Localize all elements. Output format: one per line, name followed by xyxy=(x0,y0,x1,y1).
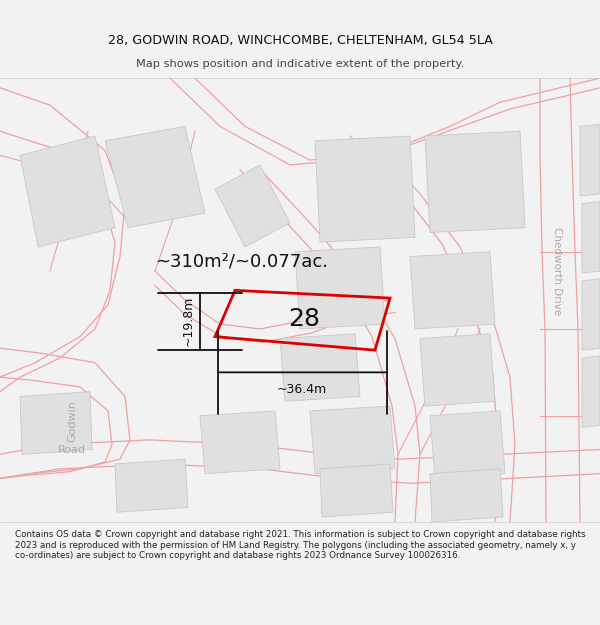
Text: ~310m²/~0.077ac.: ~310m²/~0.077ac. xyxy=(155,253,328,271)
Text: Road: Road xyxy=(58,444,86,454)
Text: 28: 28 xyxy=(288,307,320,331)
Polygon shape xyxy=(430,469,503,522)
Polygon shape xyxy=(582,202,600,273)
Polygon shape xyxy=(410,252,495,329)
Polygon shape xyxy=(582,356,600,428)
Text: Godwin: Godwin xyxy=(67,399,77,441)
Polygon shape xyxy=(20,392,92,454)
Text: Chedworth Drive: Chedworth Drive xyxy=(552,227,562,315)
Text: ~19.8m: ~19.8m xyxy=(182,296,194,346)
Polygon shape xyxy=(280,334,360,401)
Polygon shape xyxy=(105,126,205,228)
Polygon shape xyxy=(430,411,505,479)
Polygon shape xyxy=(20,136,115,247)
Polygon shape xyxy=(200,411,280,474)
Polygon shape xyxy=(295,247,385,329)
Polygon shape xyxy=(320,464,393,517)
Text: 28, GODWIN ROAD, WINCHCOMBE, CHELTENHAM, GL54 5LA: 28, GODWIN ROAD, WINCHCOMBE, CHELTENHAM,… xyxy=(107,34,493,48)
Polygon shape xyxy=(310,406,395,474)
Text: Contains OS data © Crown copyright and database right 2021. This information is : Contains OS data © Crown copyright and d… xyxy=(15,530,586,560)
Polygon shape xyxy=(582,279,600,350)
Polygon shape xyxy=(215,165,290,247)
Polygon shape xyxy=(115,459,188,512)
Polygon shape xyxy=(425,131,525,232)
Polygon shape xyxy=(420,334,495,406)
Text: ~36.4m: ~36.4m xyxy=(277,383,327,396)
Text: Map shows position and indicative extent of the property.: Map shows position and indicative extent… xyxy=(136,59,464,69)
Polygon shape xyxy=(580,124,600,196)
Polygon shape xyxy=(315,136,415,242)
